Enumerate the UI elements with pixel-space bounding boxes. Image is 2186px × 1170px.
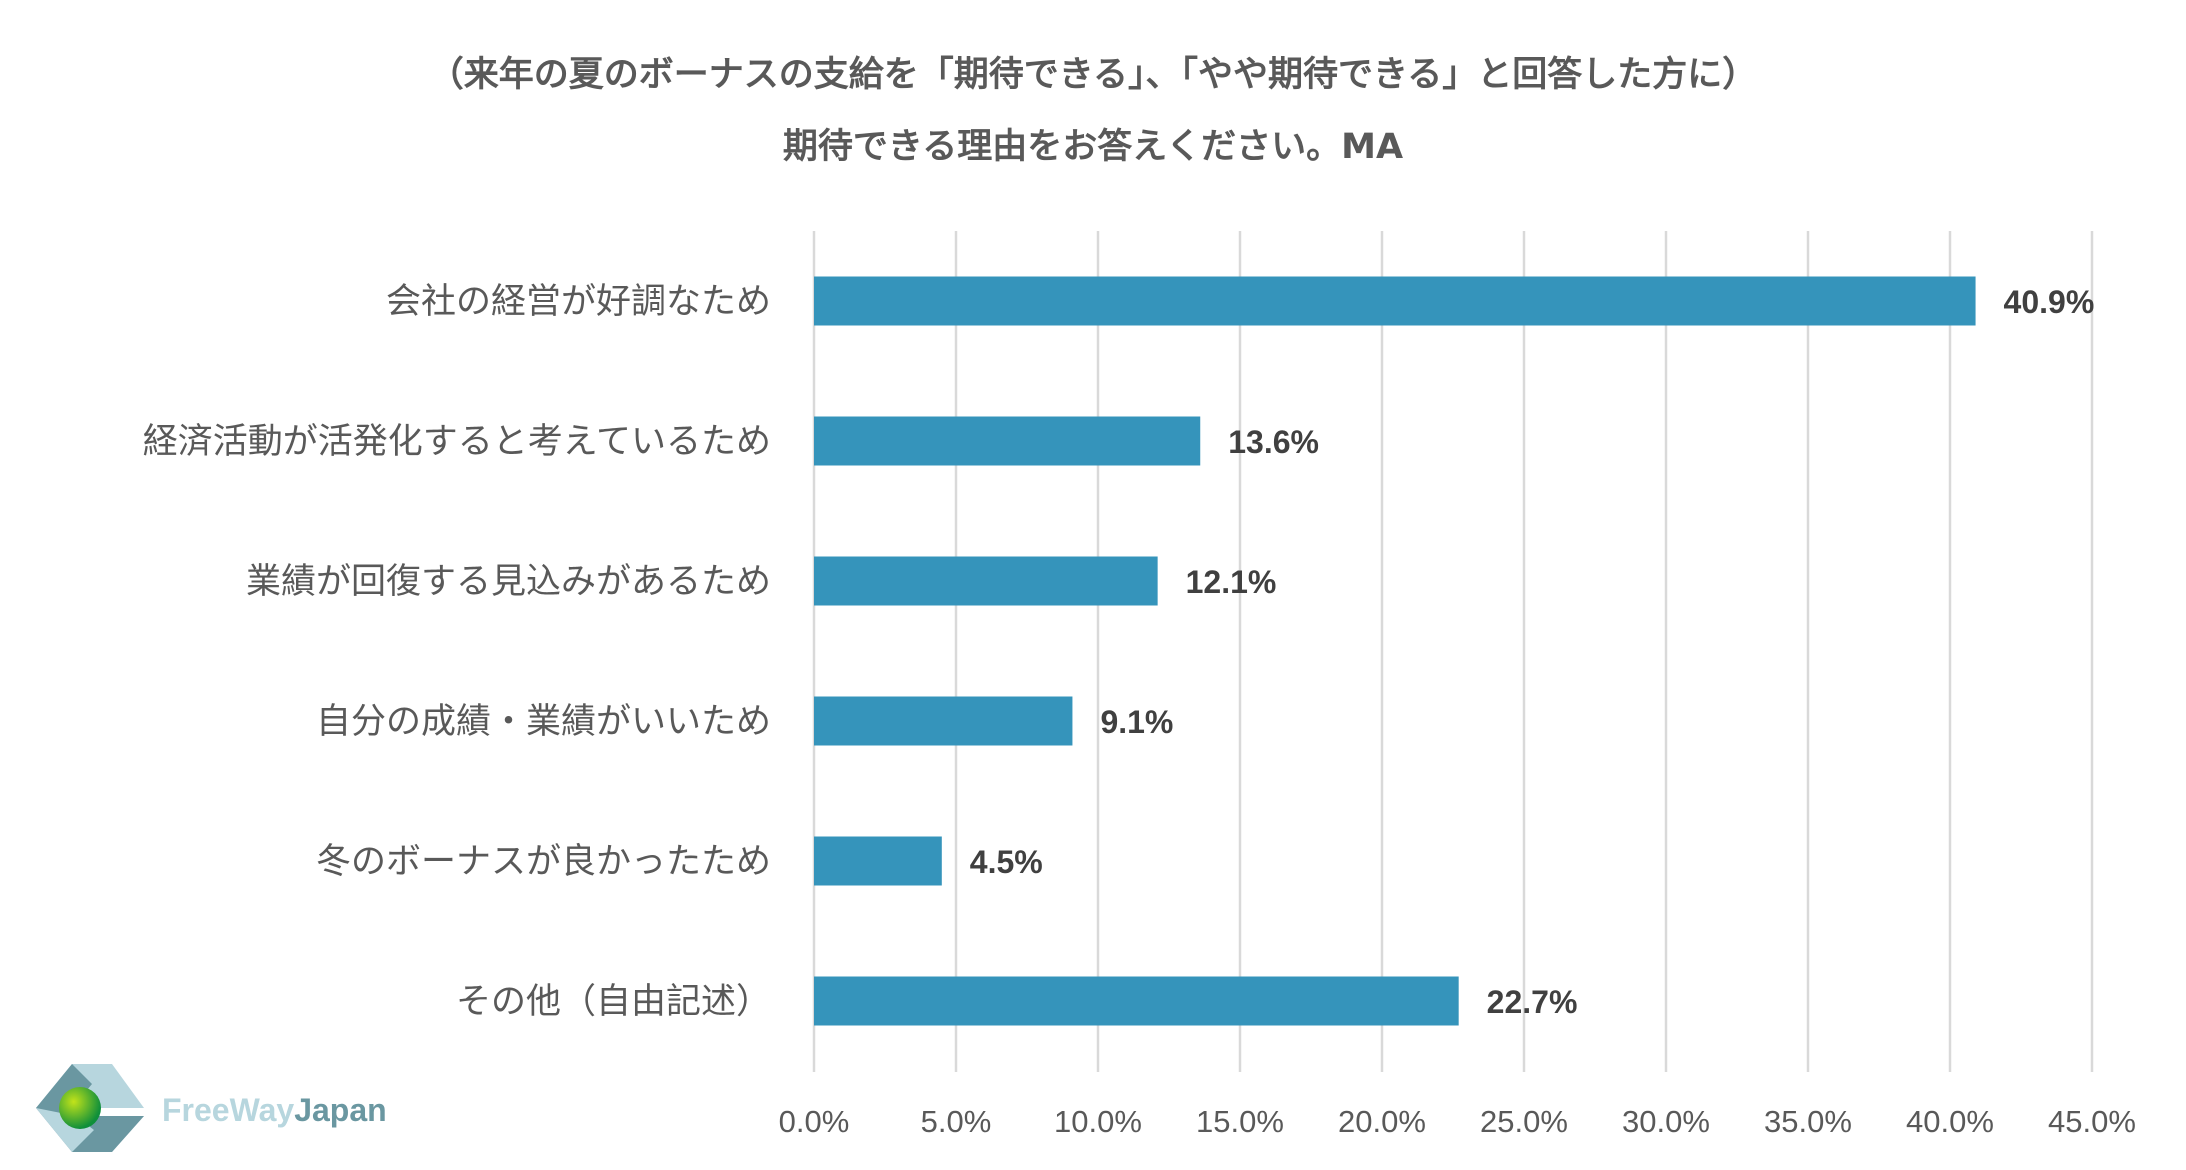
x-tick-label: 5.0% [921, 1104, 992, 1139]
x-tick-label: 10.0% [1054, 1104, 1142, 1139]
x-tick-label: 35.0% [1764, 1104, 1852, 1139]
bar [814, 276, 1976, 326]
data-label: 40.9% [2004, 284, 2095, 320]
bar [814, 696, 1073, 746]
data-label: 13.6% [1228, 424, 1319, 460]
bar [814, 416, 1201, 466]
x-tick-label: 30.0% [1622, 1104, 1710, 1139]
bar [814, 976, 1459, 1026]
data-label: 4.5% [970, 844, 1043, 880]
freewayjapan-logo-icon [36, 1064, 144, 1152]
category-label: 冬のボーナスが良かったため [316, 842, 771, 882]
x-tick-label: 15.0% [1196, 1104, 1284, 1139]
data-label: 9.1% [1100, 704, 1173, 740]
bar [814, 836, 942, 886]
data-label: 12.1% [1186, 564, 1277, 600]
x-tick-label: 40.0% [1906, 1104, 1994, 1139]
category-label: 業績が回復する見込みがあるため [246, 562, 771, 602]
chart-title-line1: （来年の夏のボーナスの支給を「期待できる」、「やや期待できる」と回答した方に） [428, 55, 1758, 95]
category-label: 自分の成績・業績がいいため [316, 702, 771, 742]
category-label: その他（自由記述） [456, 982, 771, 1022]
category-label: 経済活動が活発化すると考えているため [143, 422, 771, 462]
x-tick-label: 25.0% [1480, 1104, 1568, 1139]
x-tick-label: 0.0% [779, 1104, 850, 1139]
logo-text: FreeWayJapan [162, 1092, 387, 1128]
bar [814, 556, 1158, 606]
chart-title-line2: 期待できる理由をお答えください。MA [782, 127, 1404, 167]
data-label: 22.7% [1487, 984, 1578, 1020]
x-tick-label: 45.0% [2048, 1104, 2136, 1139]
category-label: 会社の経営が好調なため [386, 282, 771, 322]
x-tick-label: 20.0% [1338, 1104, 1426, 1139]
